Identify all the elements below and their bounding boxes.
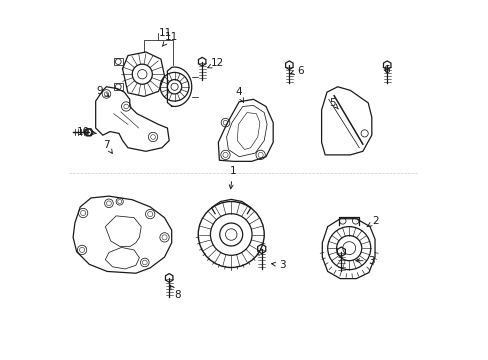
Text: 11: 11 (162, 32, 177, 46)
Text: 12: 12 (207, 58, 224, 68)
Text: 6: 6 (382, 64, 388, 75)
Text: 9: 9 (96, 86, 109, 96)
Text: 4: 4 (235, 87, 243, 103)
Text: 8: 8 (170, 285, 180, 301)
Text: 2: 2 (366, 216, 378, 227)
Text: 3: 3 (271, 260, 285, 270)
Text: 7: 7 (103, 140, 112, 153)
Polygon shape (167, 67, 191, 107)
Text: 6: 6 (290, 66, 303, 76)
Text: 11: 11 (159, 28, 172, 38)
Text: 10: 10 (77, 127, 96, 137)
Text: 1: 1 (229, 166, 236, 189)
Text: 5: 5 (328, 98, 338, 109)
Text: 3: 3 (355, 256, 374, 266)
